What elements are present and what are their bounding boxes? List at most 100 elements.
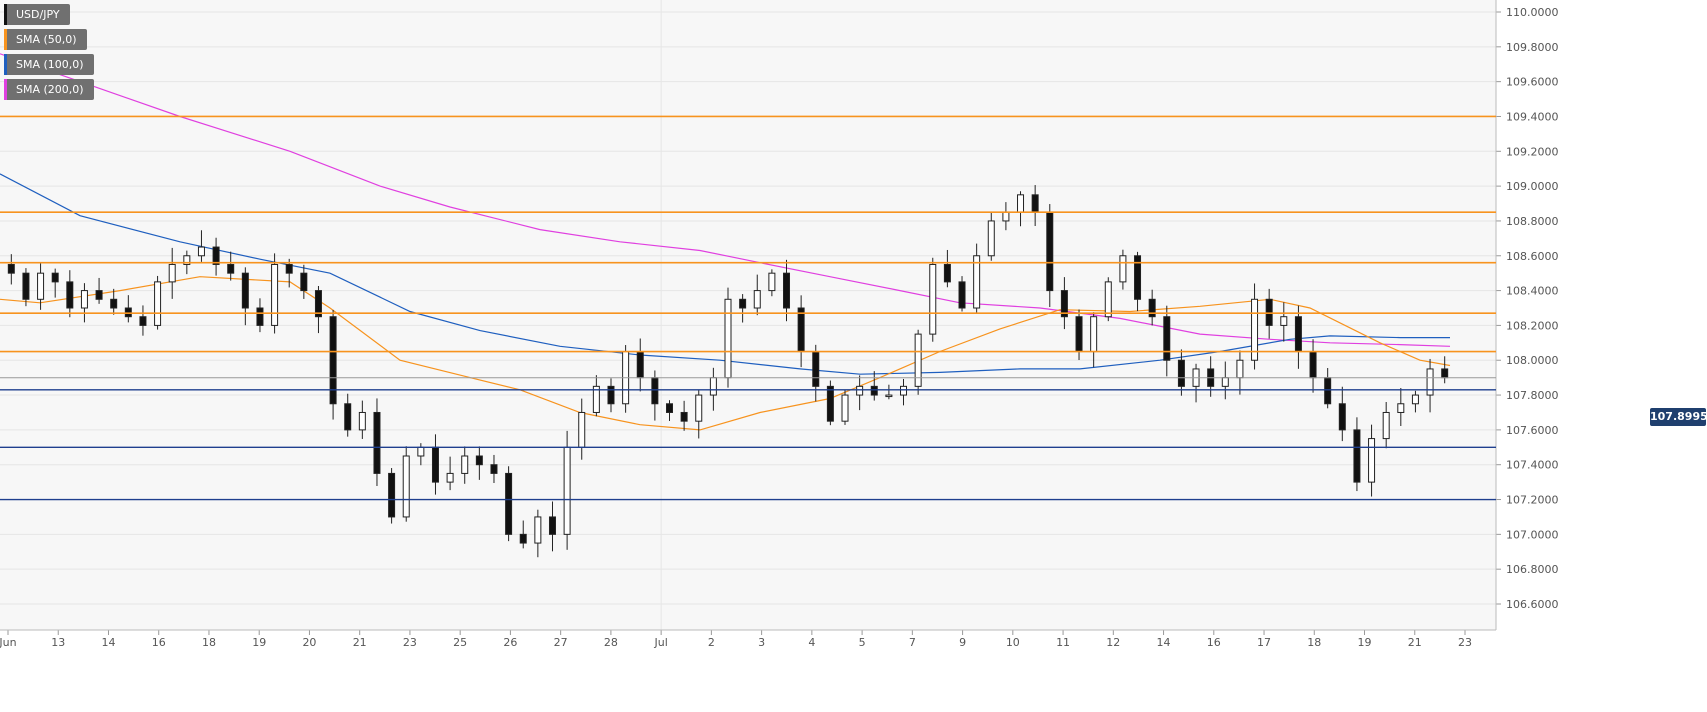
- legend-item-sma100[interactable]: SMA (100,0): [4, 54, 94, 75]
- candle-bearish: [329, 316, 337, 405]
- candle-bullish: [578, 411, 586, 448]
- candle-bearish: [373, 411, 381, 474]
- candle-bearish: [680, 411, 688, 422]
- x-tick-label: Jul: [653, 636, 667, 649]
- x-tick-label: 14: [1157, 636, 1171, 649]
- candle-bearish: [475, 455, 483, 466]
- y-tick-label: 108.8000: [1506, 215, 1559, 228]
- y-tick-label: 109.4000: [1506, 110, 1559, 123]
- candle-bearish: [241, 272, 249, 309]
- legend-label: SMA (100,0): [16, 58, 84, 71]
- x-tick-label: 25: [453, 636, 467, 649]
- candle-bullish: [417, 446, 425, 457]
- x-tick-label: 17: [1257, 636, 1271, 649]
- legend-item-usdjpy[interactable]: USD/JPY: [4, 4, 70, 25]
- candle-bearish: [943, 263, 951, 283]
- y-tick-label: 107.2000: [1506, 494, 1559, 507]
- candle-bullish: [461, 455, 469, 474]
- x-tick-label: 14: [101, 636, 115, 649]
- legend-swatch: [4, 4, 7, 25]
- candle-bullish: [753, 290, 761, 309]
- candle-bullish: [197, 246, 205, 257]
- candle-bearish: [826, 385, 834, 422]
- candle-bullish: [37, 272, 45, 300]
- candle-bearish: [870, 385, 878, 396]
- candle-bullish: [592, 385, 600, 413]
- candle-bearish: [607, 385, 615, 405]
- candle-bullish: [724, 298, 732, 379]
- candle-bullish: [402, 455, 410, 518]
- y-tick-label: 109.8000: [1506, 41, 1559, 54]
- legend-swatch: [4, 79, 7, 100]
- candle-bearish: [1441, 368, 1449, 379]
- y-tick-label: 109.2000: [1506, 145, 1559, 158]
- candle-bullish: [914, 333, 922, 387]
- x-tick-label: 16: [152, 636, 166, 649]
- candle-bearish: [783, 272, 791, 309]
- candle-bearish: [519, 533, 527, 544]
- y-tick-label: 107.0000: [1506, 528, 1559, 541]
- y-tick-label: 107.6000: [1506, 424, 1559, 437]
- candle-bearish: [1177, 359, 1185, 387]
- candle-bullish: [1090, 316, 1098, 353]
- candle-bearish: [490, 464, 498, 474]
- candle-bearish: [388, 472, 396, 518]
- candle-bearish: [739, 298, 747, 309]
- x-tick-label: 21: [1408, 636, 1422, 649]
- sma-200-line: [0, 53, 1451, 347]
- candle-bullish: [358, 411, 366, 431]
- candle-bearish: [651, 377, 659, 405]
- candle-bearish: [51, 272, 59, 283]
- x-tick-label: 23: [403, 636, 417, 649]
- candle-bullish: [168, 263, 176, 283]
- candle-bullish: [1221, 377, 1229, 387]
- candle-bearish: [636, 351, 644, 379]
- candle-bullish: [1397, 403, 1405, 413]
- y-tick-label: 109.0000: [1506, 180, 1559, 193]
- x-tick-label: 20: [302, 636, 316, 649]
- x-tick-label: 21: [353, 636, 367, 649]
- candle-bullish: [856, 385, 864, 396]
- candle-bullish: [1411, 394, 1419, 405]
- candle-bullish: [1426, 368, 1434, 396]
- candle-bearish: [1338, 403, 1346, 431]
- candle-bullish: [987, 220, 995, 257]
- candle-bullish: [1002, 211, 1010, 222]
- current-price-tag: 107.8995: [1650, 408, 1707, 426]
- candle-bullish: [695, 394, 703, 422]
- candle-bearish: [548, 516, 556, 535]
- x-tick-label: 10: [1006, 636, 1020, 649]
- candle-bearish: [7, 263, 15, 274]
- x-tick-label: 11: [1056, 636, 1070, 649]
- x-tick-label: 28: [604, 636, 618, 649]
- candle-bullish: [183, 255, 191, 265]
- legend-swatch: [4, 54, 7, 75]
- candle-bullish: [768, 272, 776, 292]
- candle-bearish: [110, 298, 118, 309]
- legend-item-sma50[interactable]: SMA (50,0): [4, 29, 87, 50]
- candle-bearish: [212, 246, 220, 265]
- candle-bearish: [1294, 316, 1302, 353]
- x-tick-label: 3: [758, 636, 765, 649]
- x-tick-label: 2: [708, 636, 715, 649]
- candle-bullish: [1104, 281, 1112, 318]
- candle-bullish: [929, 263, 937, 335]
- y-tick-label: 107.4000: [1506, 459, 1559, 472]
- x-tick-label: 19: [252, 636, 266, 649]
- legend-label: SMA (200,0): [16, 83, 84, 96]
- candle-bullish: [841, 394, 849, 422]
- candle-bearish: [314, 290, 322, 318]
- candle-bearish: [139, 316, 147, 326]
- candle-bearish: [958, 281, 966, 309]
- candle-bearish: [1324, 377, 1332, 405]
- candle-bullish: [563, 446, 571, 535]
- candle-bullish: [534, 516, 542, 544]
- x-tick-label: 5: [859, 636, 866, 649]
- legend-item-sma200[interactable]: SMA (200,0): [4, 79, 94, 100]
- candle-bearish: [1075, 316, 1083, 353]
- candle-bullish: [80, 290, 88, 309]
- candle-bearish: [95, 290, 103, 300]
- sma-100-line: [0, 173, 1450, 375]
- y-tick-label: 108.0000: [1506, 354, 1559, 367]
